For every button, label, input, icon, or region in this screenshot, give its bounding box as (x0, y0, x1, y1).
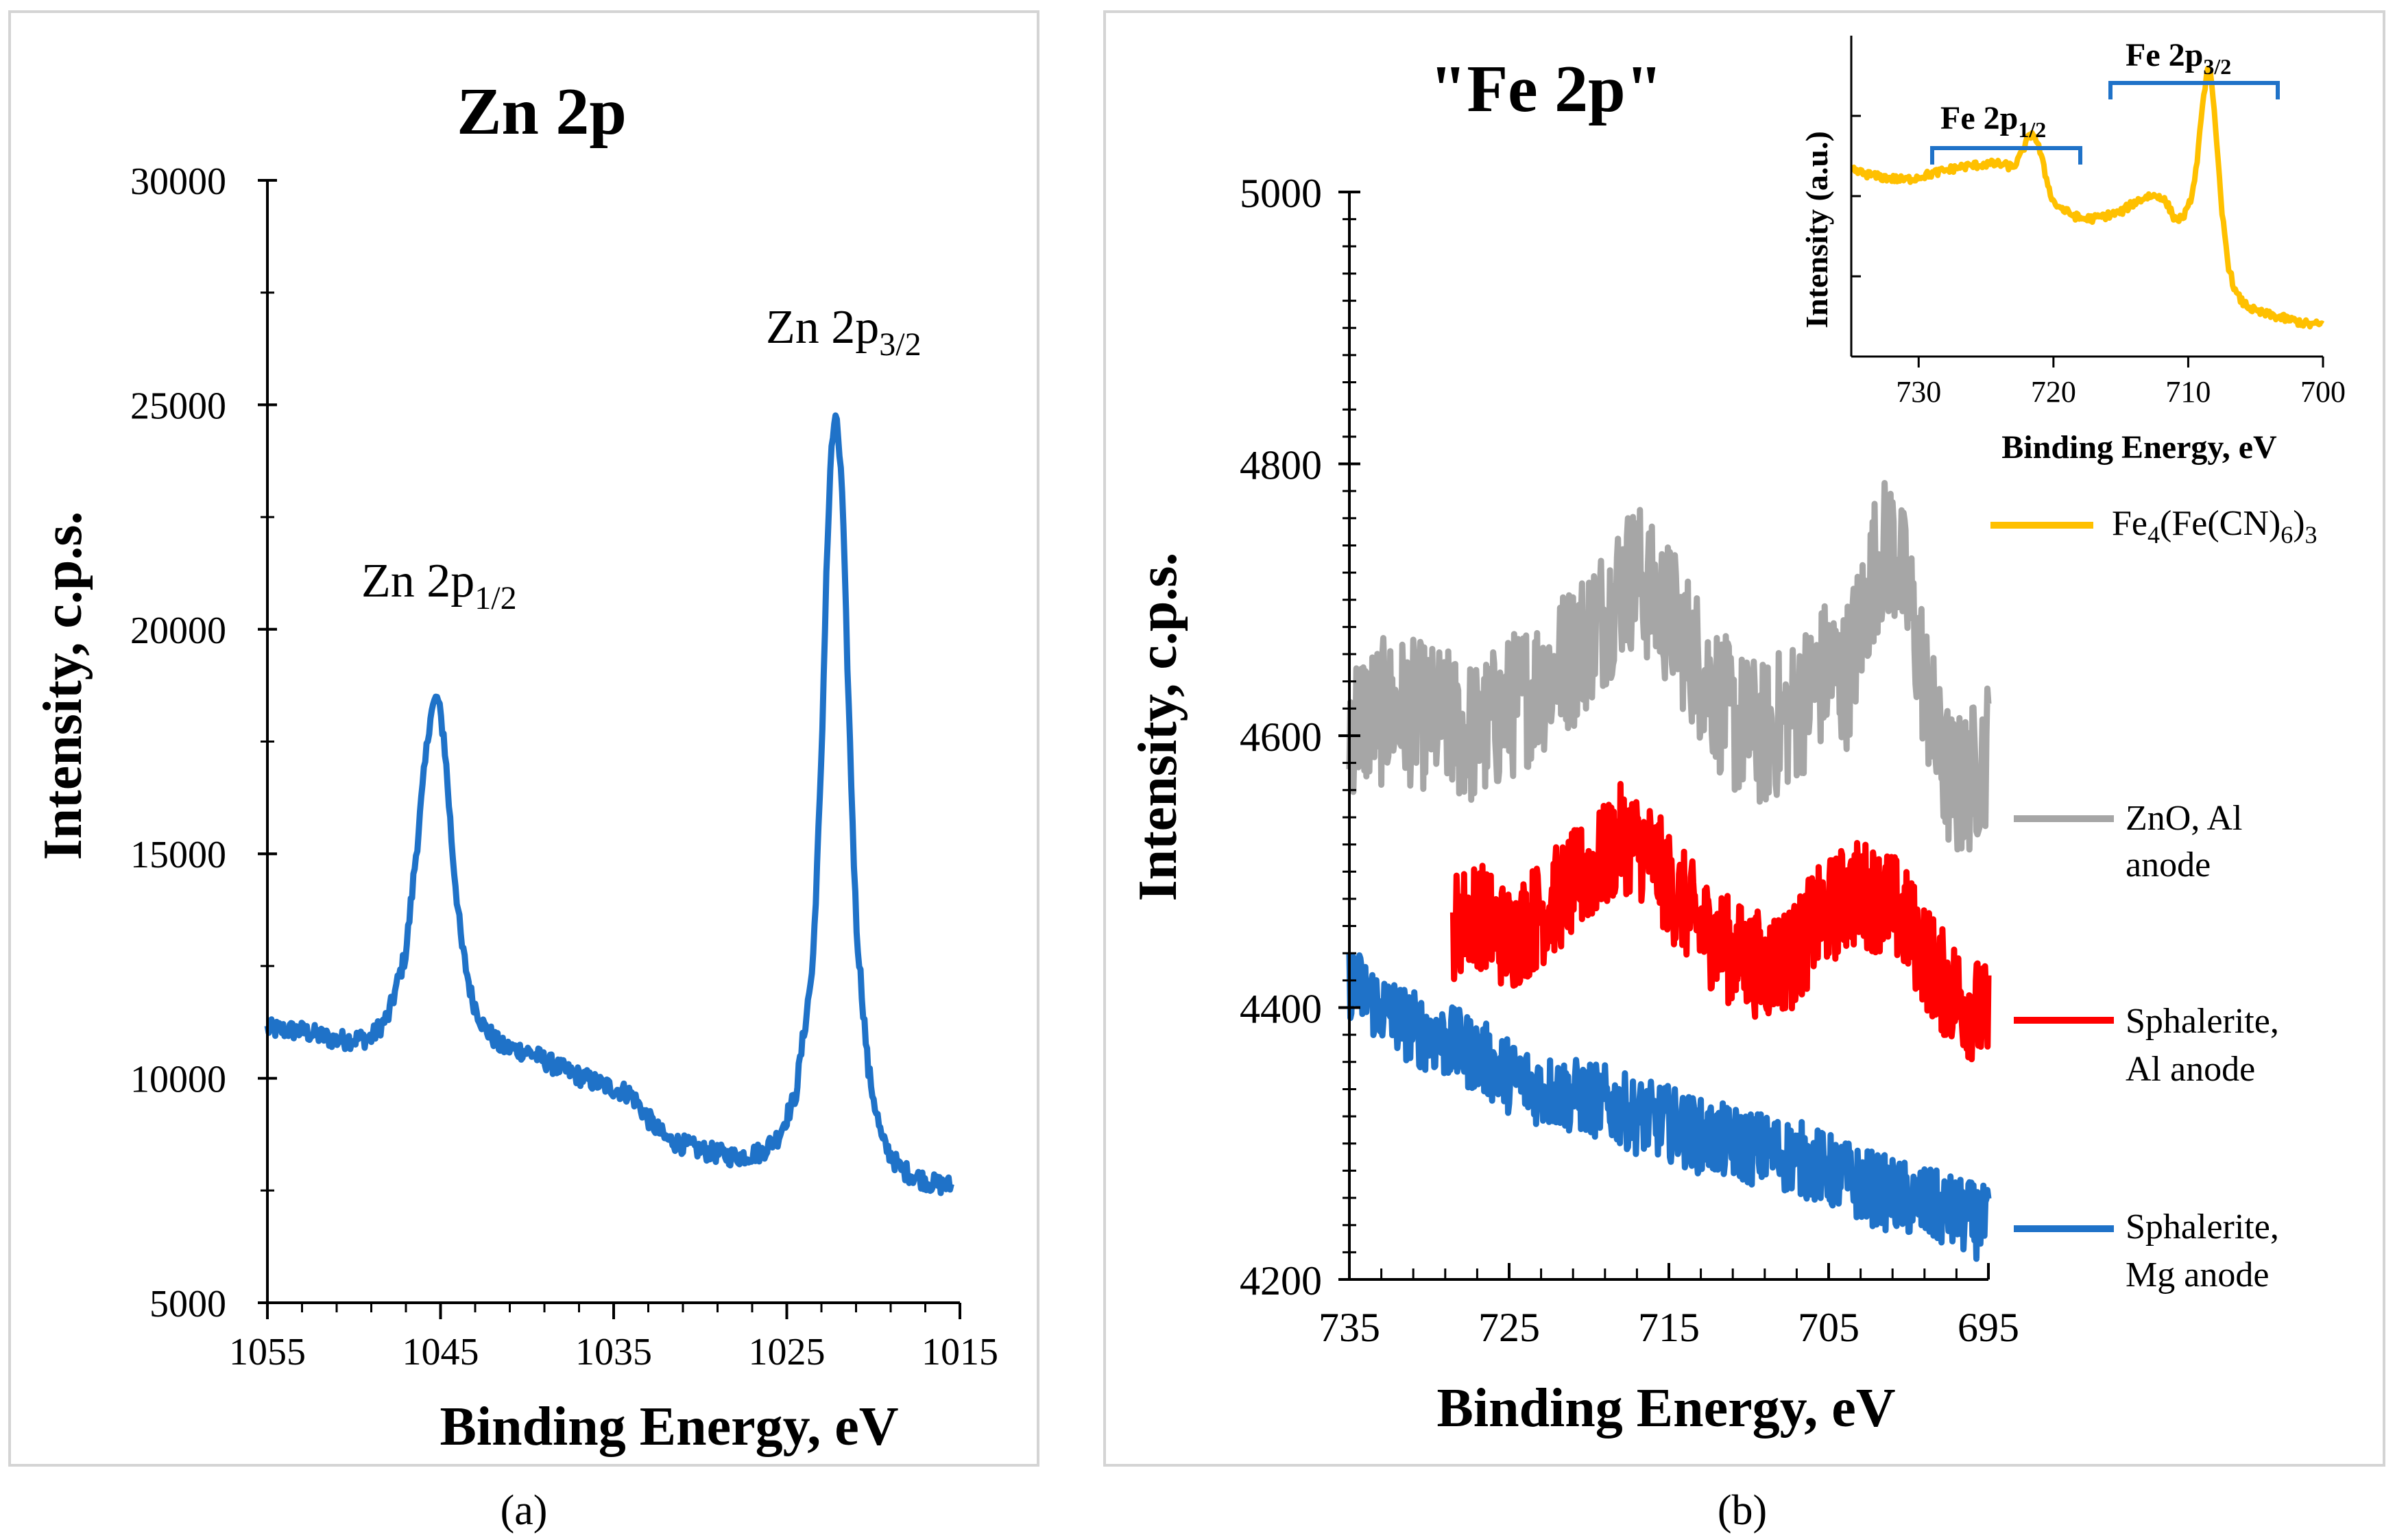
legend-label-part: ) (2293, 504, 2304, 543)
chart-zn2p: 5000 10000 15000 20000 25000 30000 1055 1045 103… (33, 75, 998, 1457)
legend-label-sphalerite-al-line1: Sphalerite, (2126, 1002, 2279, 1041)
annotation-fe2p-1-2: Fe 2p1/2 (1930, 100, 2082, 165)
annotation-sub: 3/2 (879, 326, 921, 363)
bracket-fe2p-1-2 (1930, 146, 2082, 165)
chart-fe2p-inset: 730 720 710 700 Intensity (a.u.) Binding En… (1799, 36, 2346, 466)
annotation-sub: 1/2 (2018, 117, 2046, 142)
x-tick-label: 710 (2165, 375, 2211, 409)
chart-title: Zn 2p (457, 75, 627, 149)
legend-label-part: Fe (2112, 504, 2147, 543)
x-tick-label: 1025 (749, 1331, 826, 1373)
x-axis-label: Binding Energy, eV (2001, 429, 2277, 466)
x-tick-label: 715 (1638, 1305, 1700, 1350)
y-tick-label: 4400 (1240, 987, 1322, 1032)
annotation-base: Fe 2p (2126, 37, 2203, 73)
panel-b-border (1103, 10, 2385, 1467)
y-tick-label: 25000 (130, 385, 226, 427)
x-tick-label: 705 (1798, 1305, 1860, 1350)
legend-label-sphalerite-mg-line1: Sphalerite, (2126, 1207, 2279, 1247)
y-tick-label: 4200 (1240, 1258, 1322, 1303)
y-tick-label: 5000 (149, 1283, 226, 1325)
legend-label-sphalerite-mg-line2: Mg anode (2126, 1255, 2269, 1295)
chart-title: "Fe 2p" (1430, 52, 1663, 126)
chart-fe2p: 4200 4400 4600 4800 5000 735 725 715 705 695 "Fe … (1128, 52, 2318, 1439)
legend-label-sub: 4 (2147, 521, 2160, 549)
annotation-zn2p-3-2: Zn 2p3/2 (766, 301, 922, 363)
annotation-base: Zn 2p (766, 301, 879, 354)
series-line-zno-al (1346, 480, 1992, 853)
annotation-fe2p-3-2: Fe 2p3/2 (2108, 37, 2280, 99)
legend-label-sub: 3 (2305, 521, 2318, 549)
x-tick-label: 735 (1319, 1305, 1380, 1350)
x-axis-label: Binding Energy, eV (1436, 1378, 1895, 1439)
annotation-base: Zn 2p (361, 555, 474, 607)
x-tick-label: 725 (1478, 1305, 1540, 1350)
x-tick-label: 720 (2031, 375, 2076, 409)
legend-label-part: (Fe(CN) (2160, 504, 2280, 543)
y-tick-label: 5000 (1240, 171, 1322, 216)
x-axis-label: Binding Energy, eV (440, 1397, 898, 1457)
y-tick-label: 15000 (130, 834, 226, 876)
annotation-sub: 1/2 (474, 580, 516, 616)
legend-label-zno-al-line2: anode (2126, 845, 2211, 885)
legend-label-zno-al-line1: ZnO, Al (2126, 799, 2242, 838)
series-line-prussian-blue (1849, 65, 2325, 330)
y-tick-label: 20000 (130, 610, 226, 652)
annotation-label: Fe 2p1/2 (1940, 100, 2046, 142)
series-line-zn2p (264, 412, 954, 1196)
bracket-fe2p-3-2 (2108, 81, 2280, 99)
annotation-zn2p-1-2: Zn 2p1/2 (361, 555, 517, 616)
series-line-sphalerite-al (1449, 780, 1992, 1063)
x-tick-label: 1035 (575, 1331, 652, 1373)
y-tick-label: 4800 (1240, 443, 1322, 488)
legend-label-sphalerite-al-line2: Al anode (2126, 1050, 2255, 1089)
panel-label-a: (a) (501, 1487, 548, 1534)
panel-label-b: (b) (1718, 1487, 1767, 1534)
y-axis-label: Intensity (a.u.) (1799, 131, 1834, 328)
legend: Fe4(Fe(CN)6)3 ZnO, Al anode Sphalerite, … (1990, 504, 2318, 1295)
legend-label-sub: 6 (2280, 521, 2293, 549)
y-tick-label: 10000 (130, 1059, 226, 1101)
legend-label-prussian-blue: Fe4(Fe(CN)6)3 (2112, 504, 2318, 549)
y-tick-label: 4600 (1240, 714, 1322, 760)
annotation-base: Fe 2p (1940, 100, 2018, 136)
x-tick-label: 1045 (402, 1331, 479, 1373)
series-line-sphalerite-mg (1346, 952, 1992, 1262)
x-tick-label: 700 (2300, 375, 2346, 409)
x-tick-label: 730 (1896, 375, 1941, 409)
x-tick-label: 695 (1958, 1305, 2019, 1350)
x-tick-label: 1055 (229, 1331, 306, 1373)
annotation-label: Fe 2p3/2 (2126, 37, 2231, 79)
panel-a-border (8, 10, 1039, 1467)
y-axis-label: Intensity, c.p.s. (1128, 553, 1188, 902)
y-axis-label: Intensity, c.p.s. (33, 512, 93, 861)
annotation-sub: 3/2 (2203, 54, 2231, 79)
y-tick-label: 30000 (130, 160, 226, 203)
x-tick-label: 1015 (922, 1331, 998, 1373)
